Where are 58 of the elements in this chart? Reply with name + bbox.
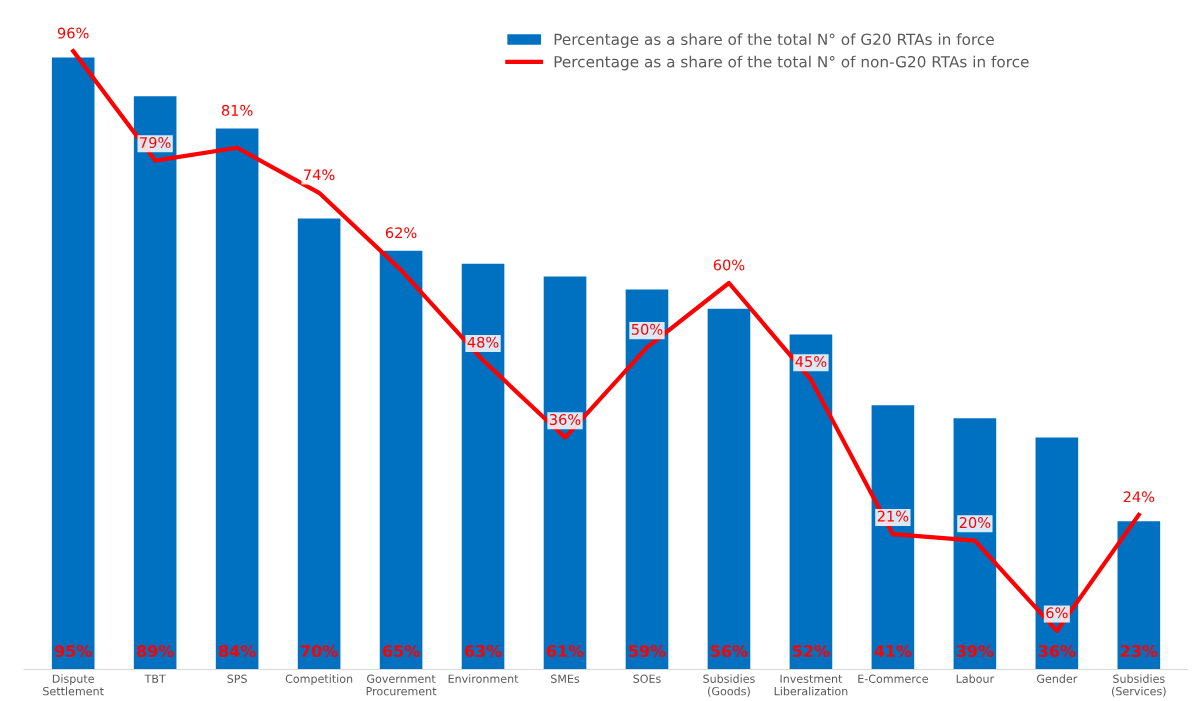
bar [625, 289, 669, 670]
x-tick-label: SOEs [633, 674, 661, 683]
bar [543, 276, 587, 670]
data-label: 74% [304, 169, 335, 181]
x-tick-label: Competition [285, 674, 353, 686]
data-label: 60% [713, 259, 745, 271]
data-label: 59% [629, 645, 666, 658]
data-label: 24% [1123, 491, 1155, 503]
x-tick-label: SPS [227, 674, 247, 683]
data-label: 79% [140, 137, 171, 149]
x-tick-label: SMEs [551, 674, 580, 683]
bar [1035, 437, 1079, 670]
data-label: 63% [464, 645, 502, 658]
data-label: 45% [795, 356, 827, 368]
data-label: 96% [57, 27, 89, 39]
data-label: 65% [382, 645, 420, 658]
data-label: 70% [301, 645, 338, 658]
data-label: 6% [1046, 607, 1068, 619]
x-tick-label: Government Procurement [366, 674, 437, 696]
bar [789, 334, 833, 670]
data-label: 81% [221, 104, 253, 116]
x-tick-label: Gender [1037, 674, 1078, 683]
legend-label: Percentage as a share of the total N° of G20 RTAs in force [554, 33, 994, 49]
x-tick-label: Subsidies (Services) [1112, 674, 1166, 697]
data-label: 41% [874, 645, 912, 658]
bar [51, 57, 95, 670]
data-label: 21% [877, 510, 909, 522]
data-label: 95% [54, 645, 92, 658]
data-label: 36% [549, 414, 581, 426]
data-label: 20% [959, 517, 991, 529]
x-tick-label: Subsidies (Goods) [703, 674, 755, 697]
data-label: 89% [137, 645, 174, 658]
bar [215, 128, 259, 670]
data-label: 50% [631, 323, 663, 335]
bar [297, 218, 341, 670]
data-label: 84% [218, 645, 256, 658]
data-label: 39% [956, 645, 994, 658]
x-tick-label: Investment Liberalization [774, 674, 848, 696]
data-label: 61% [546, 645, 584, 658]
data-label: 56% [711, 645, 748, 658]
bar [953, 418, 997, 670]
data-label: 48% [467, 336, 499, 348]
data-label: 23% [1120, 645, 1158, 658]
bar [871, 405, 915, 670]
data-label: 36% [1038, 645, 1076, 658]
x-tick-label: Dispute Settlement [43, 674, 104, 696]
x-tick-label: Labour [956, 674, 995, 683]
data-label: 62% [385, 227, 417, 239]
x-tick-label: TBT [144, 674, 166, 683]
legend-label: Percentage as a share of the total N° of non-G20 RTAs in force [554, 55, 1029, 71]
bar [461, 263, 505, 670]
bar [133, 96, 177, 670]
x-tick-label: Environment [448, 674, 519, 683]
bar [707, 308, 751, 670]
bar [379, 250, 423, 670]
bar [1117, 521, 1161, 670]
x-tick-label: E-Commerce [858, 674, 928, 683]
data-label: 52% [793, 645, 830, 658]
